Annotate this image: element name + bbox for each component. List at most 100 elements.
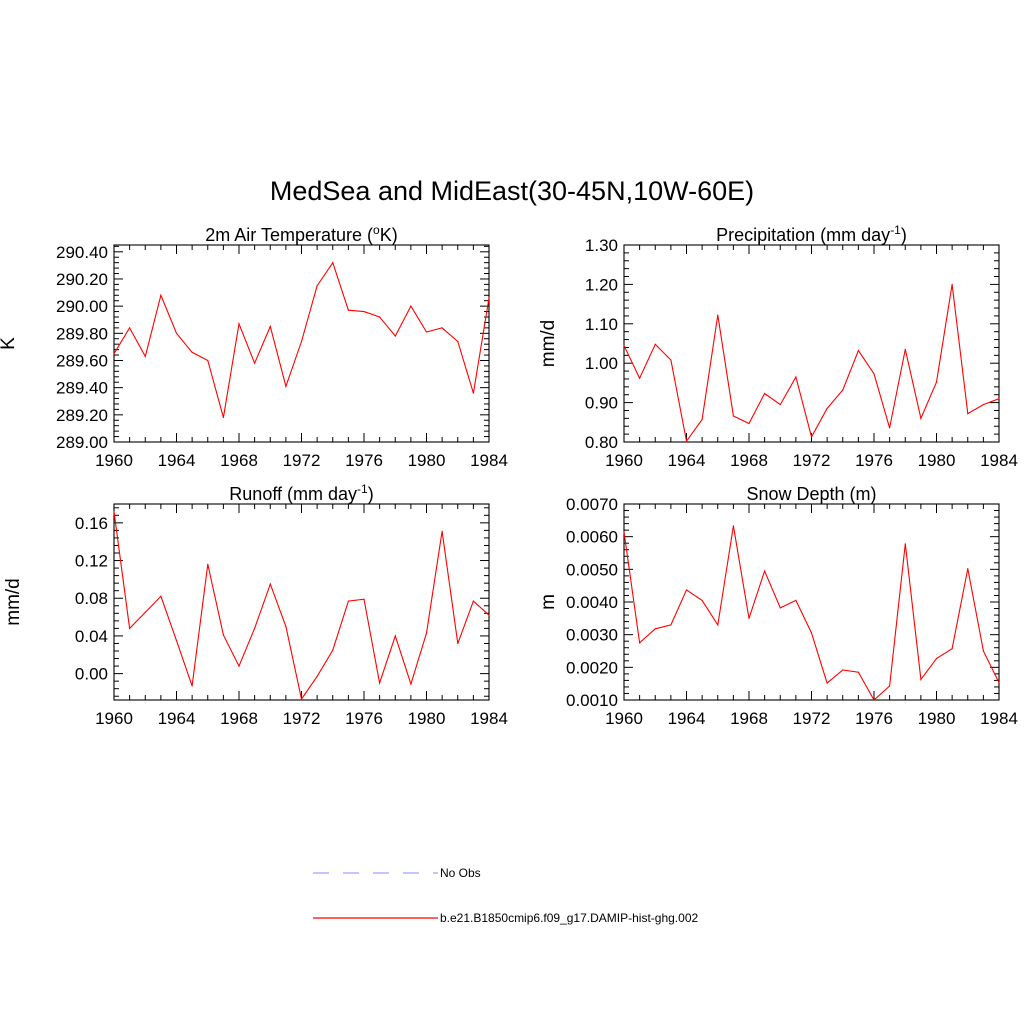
x-tick-label: 1980 — [408, 451, 446, 470]
x-tick-label: 1980 — [918, 709, 956, 728]
data-point — [472, 600, 474, 602]
series-line — [113, 261, 490, 418]
x-tick-label: 1980 — [918, 451, 956, 470]
data-point — [998, 398, 1000, 400]
y-tick-label: 0.04 — [75, 627, 108, 646]
y-tick-label: 0.0030 — [566, 626, 618, 645]
data-point — [779, 403, 781, 406]
data-point — [144, 611, 146, 613]
data-point — [441, 327, 443, 329]
x-tick-label: 1960 — [95, 451, 133, 470]
data-point — [347, 309, 349, 311]
data-point — [269, 583, 271, 585]
x-tick-label: 1972 — [793, 451, 831, 470]
data-point — [457, 340, 459, 343]
y-axis-label: mm/d — [538, 320, 559, 368]
x-tick-label: 1964 — [158, 451, 196, 470]
data-point — [951, 283, 953, 285]
data-point — [207, 359, 209, 362]
x-tick-label: 1960 — [95, 709, 133, 728]
x-tick-label: 1968 — [220, 451, 258, 470]
x-tick-label: 1980 — [408, 709, 446, 728]
data-point — [363, 598, 365, 600]
data-point — [920, 678, 922, 681]
y-tick-label: 290.20 — [56, 270, 108, 289]
data-point — [967, 413, 969, 415]
data-point — [488, 297, 490, 299]
y-tick-label: 290.40 — [56, 243, 108, 262]
data-point — [472, 392, 474, 394]
y-tick-label: 0.12 — [75, 552, 108, 571]
data-point — [670, 359, 672, 361]
panels: 2m Air Temperature (oK) K 1960 1964 1968 1972… — [0, 223, 1018, 728]
data-point — [967, 568, 969, 570]
y-tick-label: 1.00 — [585, 354, 618, 373]
x-tick-label: 1960 — [605, 709, 643, 728]
data-point — [175, 640, 178, 642]
x-tick-label: 1984 — [470, 709, 508, 728]
data-point — [347, 600, 349, 602]
x-tick-label: 1984 — [980, 709, 1018, 728]
x-tick-label: 1968 — [220, 709, 258, 728]
y-tick-label: 1.10 — [585, 315, 618, 334]
y-axis-label: mm/d — [3, 578, 24, 626]
data-point — [394, 635, 396, 637]
y-tick-label: 0.0020 — [566, 658, 618, 677]
data-point — [332, 262, 334, 264]
data-point — [639, 377, 641, 379]
data-point — [670, 624, 672, 626]
data-point — [842, 389, 844, 391]
figure-title: MedSea and MidEast(30-45N,10W-60E) — [270, 176, 754, 206]
y-tick-label: 0.0040 — [566, 593, 618, 612]
data-point — [238, 665, 240, 667]
data-point — [425, 632, 428, 634]
x-tick-label: 1976 — [855, 709, 893, 728]
y-tick-label: 289.40 — [56, 379, 108, 398]
data-point — [410, 305, 412, 307]
data-point — [222, 634, 224, 636]
data-point — [998, 682, 1000, 684]
data-point — [826, 407, 828, 410]
x-tick-label: 1976 — [855, 451, 893, 470]
data-point — [222, 416, 224, 419]
data-point — [810, 436, 813, 438]
data-point — [795, 376, 797, 378]
data-point — [857, 349, 859, 352]
data-point — [175, 332, 178, 334]
data-point — [732, 415, 734, 417]
x-tick-label: 1976 — [345, 709, 383, 728]
data-point — [779, 607, 781, 609]
data-point — [842, 669, 844, 671]
data-point — [826, 682, 828, 684]
data-point — [160, 595, 162, 597]
y-tick-label: 0.00 — [75, 665, 108, 684]
data-point — [316, 285, 318, 287]
data-point — [129, 327, 131, 329]
y-tick-label: 0.16 — [75, 514, 108, 533]
data-point — [488, 614, 490, 616]
data-point — [654, 343, 656, 345]
x-tick-label: 1964 — [158, 709, 196, 728]
x-tick-label: 1984 — [980, 451, 1018, 470]
data-point — [269, 325, 271, 328]
y-tick-label: 0.80 — [585, 433, 618, 452]
y-tick-label: 290.00 — [56, 297, 108, 316]
x-tick-label: 1984 — [470, 451, 508, 470]
data-point — [363, 310, 365, 313]
data-point — [795, 599, 797, 601]
x-tick-label: 1964 — [668, 451, 706, 470]
data-point — [764, 570, 766, 572]
x-tick-label: 1960 — [605, 451, 643, 470]
plot-frame — [113, 244, 490, 443]
data-point — [717, 314, 719, 316]
data-point — [810, 632, 813, 634]
data-point — [857, 671, 859, 673]
data-point — [639, 642, 641, 644]
x-tick-label: 1972 — [283, 451, 321, 470]
data-point — [982, 650, 984, 652]
legend-label-model: b.e21.B1850cmip6.f09_g17.DAMIP-hist-ghg.… — [440, 911, 698, 925]
data-point — [113, 510, 115, 513]
data-point — [332, 649, 334, 651]
y-axis-label: m — [538, 594, 559, 610]
data-point — [935, 381, 938, 383]
